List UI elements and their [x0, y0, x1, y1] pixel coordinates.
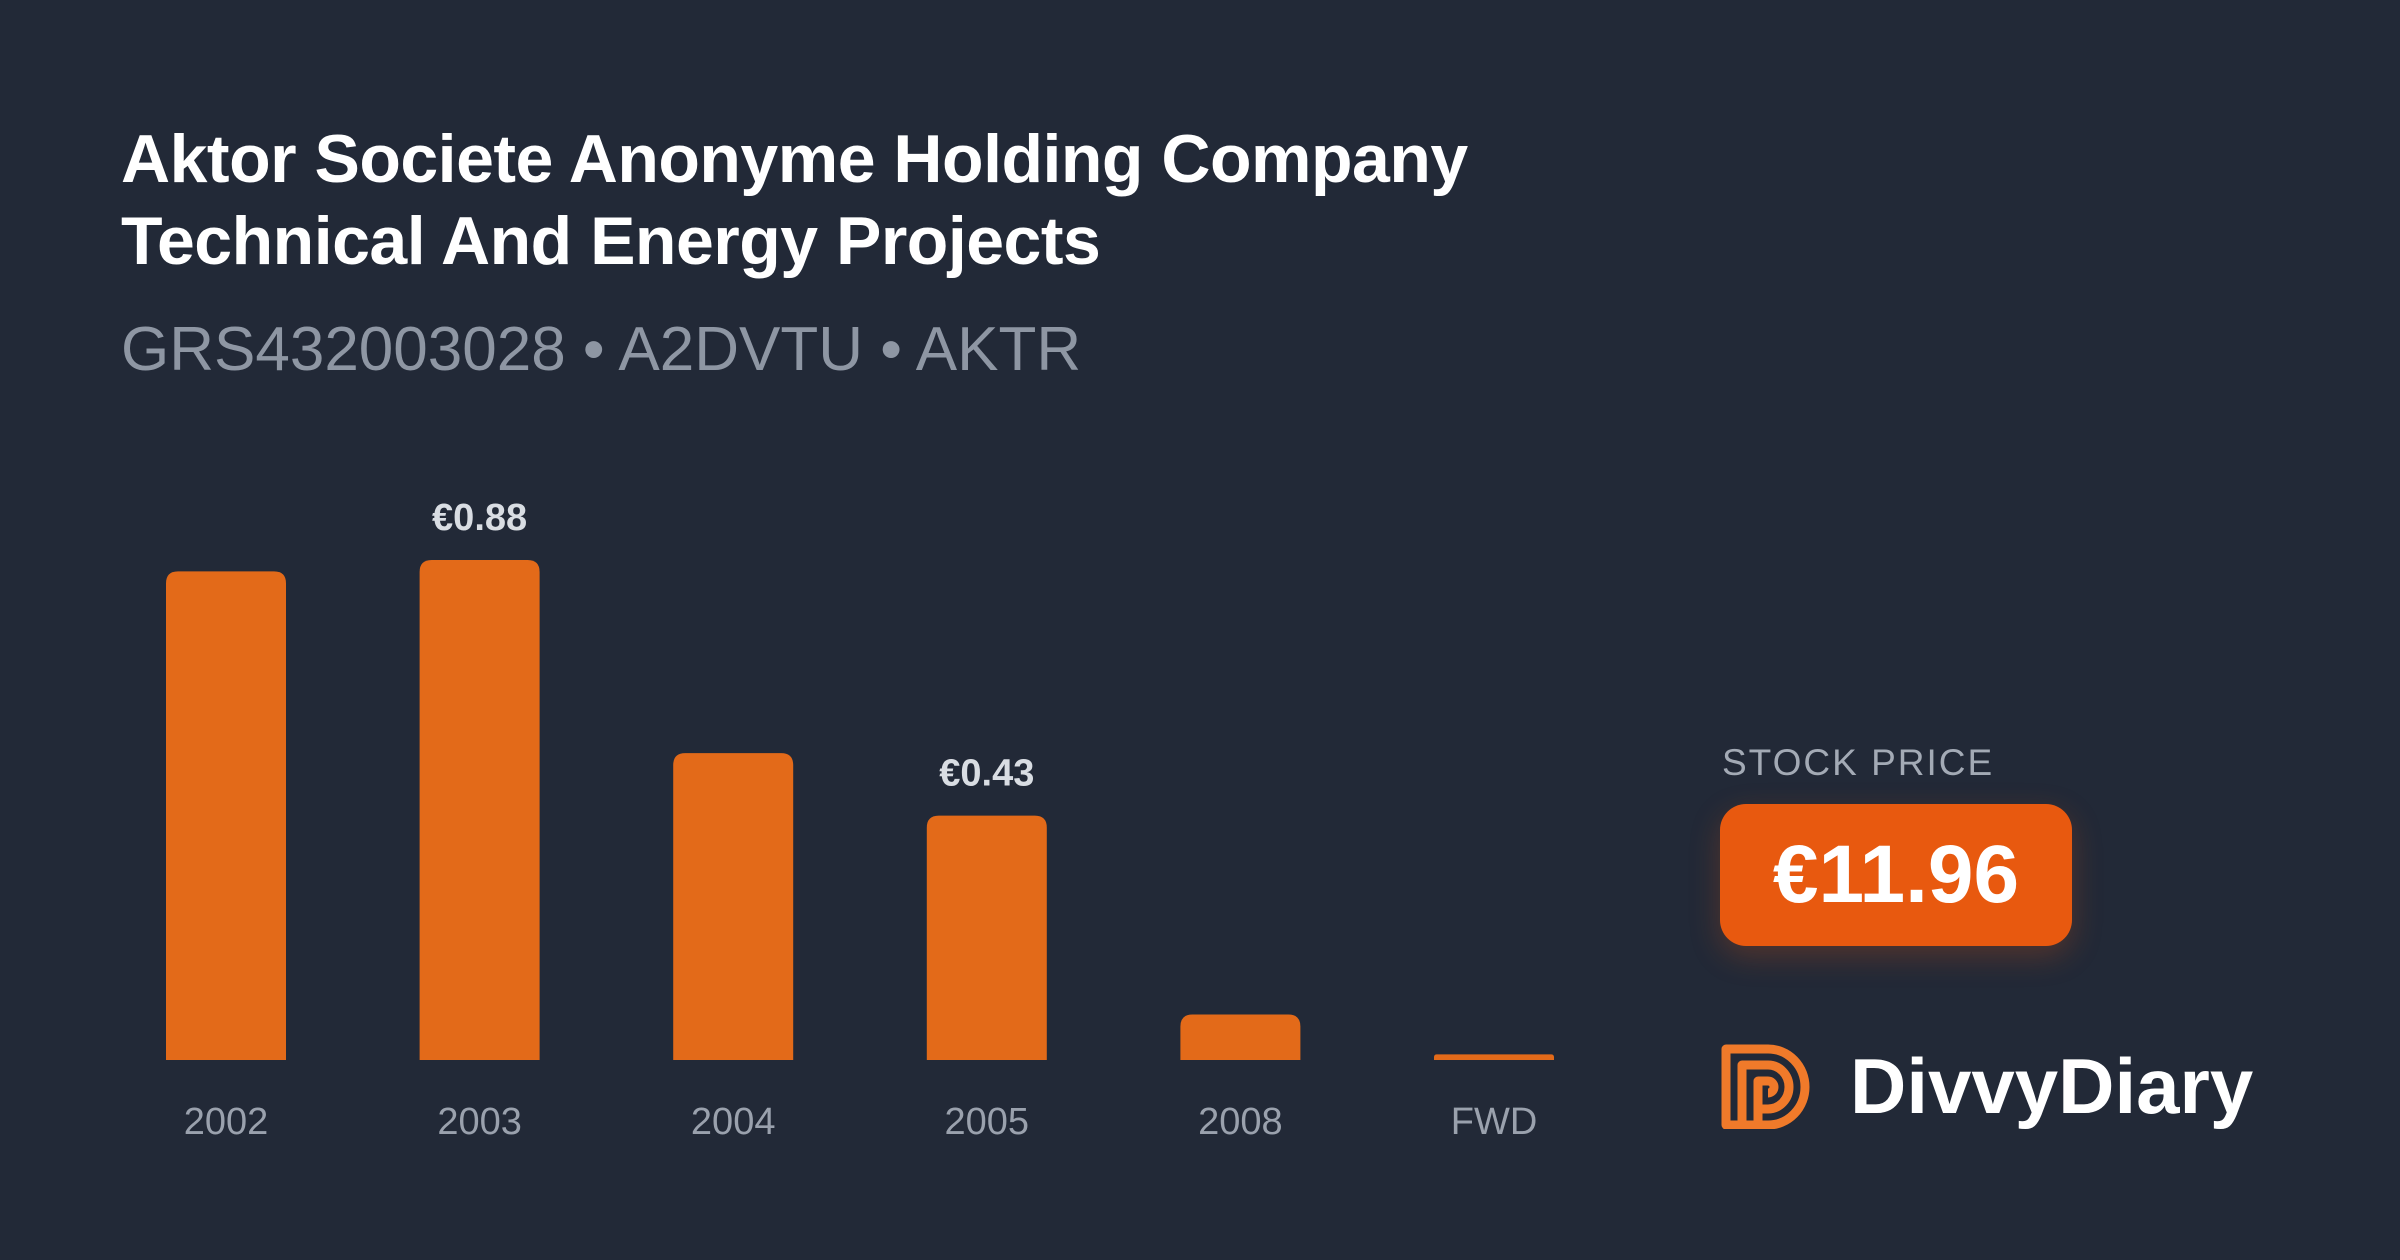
title-line-2: Technical And Energy Projects: [121, 203, 1101, 279]
bar-fwd: [1434, 1054, 1554, 1060]
bar-2002: [166, 571, 286, 1060]
bar-value-label: €0.43: [939, 753, 1034, 795]
security-identifiers: GRS432003028 • A2DVTU • AKTR: [121, 315, 1082, 384]
page-title: Aktor Societe Anonyme Holding Company Te…: [121, 118, 1661, 282]
x-tick-label: 2008: [1198, 1101, 1283, 1143]
brand: DivvyDiary: [1720, 1040, 2253, 1132]
x-tick-label: FWD: [1451, 1101, 1538, 1143]
bar-2003: [419, 560, 540, 1060]
brand-name: DivvyDiary: [1850, 1041, 2254, 1130]
x-tick-label: 2002: [184, 1101, 269, 1143]
bar-2005: [926, 815, 1047, 1060]
bar-2004: [673, 753, 794, 1060]
stock-price-label: STOCK PRICE: [1722, 742, 1995, 783]
dividend-bar-chart: 2002 2003 €0.88 2004 2005 €0.43 2008 FWD: [166, 497, 1554, 1143]
stock-price-value: €11.96: [1772, 829, 2020, 920]
x-tick-label: 2005: [945, 1101, 1030, 1143]
divvydiary-logo-icon: [1721, 1044, 1810, 1129]
bar-value-label: €0.88: [432, 497, 527, 539]
bar-2008: [1180, 1014, 1301, 1060]
stock-price-badge: €11.96: [1720, 804, 2072, 946]
title-line-1: Aktor Societe Anonyme Holding Company: [121, 121, 1468, 197]
x-tick-label: 2004: [691, 1101, 776, 1143]
x-tick-label: 2003: [437, 1101, 522, 1143]
